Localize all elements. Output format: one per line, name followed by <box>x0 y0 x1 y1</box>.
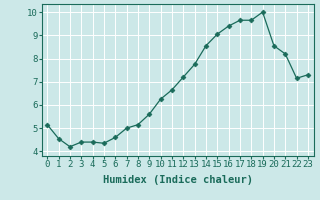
X-axis label: Humidex (Indice chaleur): Humidex (Indice chaleur) <box>103 175 252 185</box>
